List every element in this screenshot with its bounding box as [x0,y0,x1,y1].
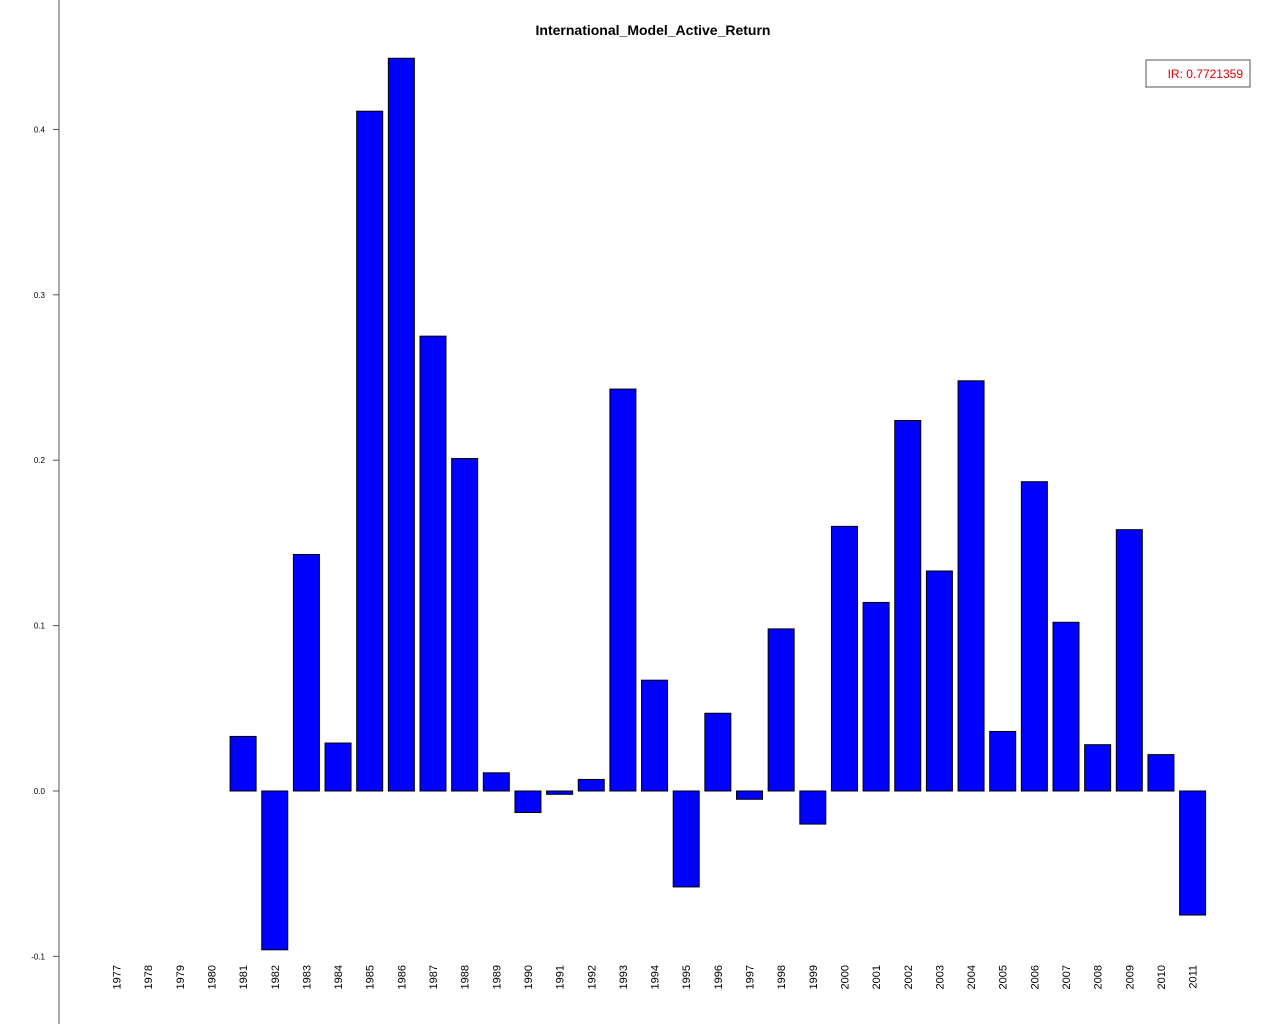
bar-1996 [704,712,732,792]
y-tick-label: 0.1 [34,622,46,631]
x-tick-label: 1988 [460,965,472,989]
bar-1986 [387,57,415,792]
bar-1982 [261,790,289,951]
x-tick-label: 1978 [143,965,155,989]
y-axis-ticks: -0.1 0.0 0.1 0.2 0.3 0.4 [31,125,59,961]
bar-1991 [546,790,574,795]
x-tick-label: 2004 [966,965,978,989]
bar-1997 [736,790,763,800]
bar-2009 [1115,529,1143,792]
bar-1985 [356,110,384,792]
legend-box [1145,59,1251,88]
y-tick-label: 0.0 [34,787,46,796]
x-tick-label: 2009 [1124,965,1136,989]
x-tick-label: 1980 [206,965,218,989]
bar-1983 [292,553,320,792]
bar-2001 [862,601,890,792]
bar-2003 [925,570,953,792]
bar-2000 [830,525,858,792]
bar-1989 [482,772,510,792]
x-tick-label: 1985 [365,965,377,989]
chart-title: International_Model_Active_Return [536,22,771,38]
x-tick-label: 1994 [650,965,662,989]
x-tick-label: 2005 [998,965,1010,989]
x-tick-label: 2011 [1188,965,1200,989]
x-tick-label: 2002 [903,965,915,989]
bar-1987 [419,335,447,792]
bar-1990 [514,790,542,814]
bars-group [229,57,1207,951]
x-tick-label: 2001 [871,965,883,989]
bar-2004 [957,380,985,792]
x-tick-label: 2007 [1061,965,1073,989]
x-tick-label: 1986 [396,965,408,989]
x-tick-label: 1996 [713,965,725,989]
bar-2006 [1020,481,1048,792]
y-tick-label: 0.4 [34,125,46,134]
bar-1998 [767,628,795,792]
x-tick-label: 2000 [839,965,851,989]
x-tick-label: 1989 [491,965,503,989]
bar-2007 [1052,621,1080,792]
x-tick-label: 1981 [238,965,250,989]
bar-1993 [609,388,637,792]
x-tick-label: 1995 [681,965,693,989]
x-tick-label: 1982 [270,965,282,989]
y-tick-label: -0.1 [31,952,45,961]
bar-1992 [577,778,605,792]
bar-2005 [989,730,1017,792]
x-tick-label: 1999 [808,965,820,989]
bar-2002 [894,420,922,792]
x-tick-label: 1984 [333,965,345,989]
x-tick-label: 2008 [1093,965,1105,989]
x-tick-label: 1991 [555,965,567,989]
bar-1999 [799,790,827,825]
bar-2010 [1147,754,1175,792]
x-tick-label: 1977 [112,965,124,989]
bar-1995 [672,790,700,888]
x-tick-label: 2006 [1029,965,1041,989]
x-tick-label: 2003 [934,965,946,989]
x-tick-label: 1998 [776,965,788,989]
y-tick-label: 0.3 [34,291,46,300]
legend-entry: IR: 0.7721359 [1168,67,1244,81]
bar-1994 [641,679,669,792]
x-tick-label: 1992 [586,965,598,989]
x-tick-label: 1997 [745,965,757,989]
x-tick-label: 2010 [1156,965,1168,989]
x-axis-labels: 1977 1978 1979 1980 1981 1982 1983 1984 1985 1986… [112,965,1200,989]
x-tick-label: 1987 [428,965,440,989]
bar-1988 [451,458,479,792]
x-tick-label: 1990 [523,965,535,989]
x-tick-label: 1993 [618,965,630,989]
x-tick-label: 1983 [301,965,313,989]
bar-1984 [324,742,352,792]
y-tick-label: 0.2 [34,456,46,465]
bar-2011 [1179,790,1207,916]
legend: IR: 0.7721359 [1145,59,1251,88]
x-tick-label: 1979 [175,965,187,989]
bar-1981 [229,735,257,792]
bar-2008 [1084,744,1112,792]
